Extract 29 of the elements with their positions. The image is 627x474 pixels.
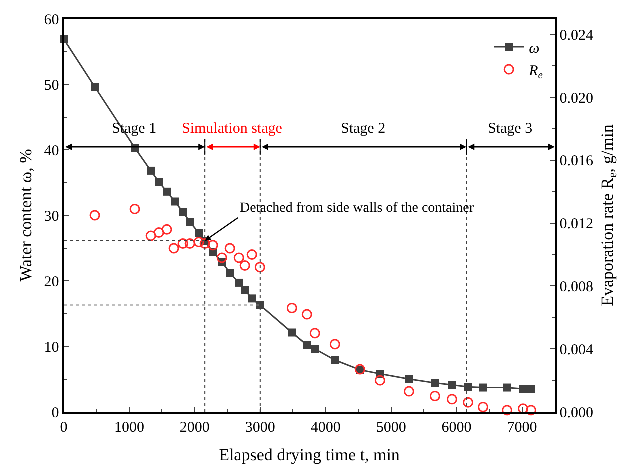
y-axis-title: Water content ω, % — [16, 149, 36, 282]
annotation: Stage 3 — [488, 121, 533, 137]
y2-tick-label: 0.004 — [560, 342, 594, 358]
y-tick-label: 60 — [44, 12, 60, 28]
annotation: Detached from side walls of the container — [240, 201, 474, 216]
annotation: Simulation stage — [182, 121, 283, 137]
y-tick-label: 50 — [44, 78, 60, 94]
annotation: Stage 2 — [341, 121, 386, 137]
x-tick-label: 1000 — [114, 420, 144, 436]
x-tick-label: 6000 — [442, 420, 472, 436]
y2-tick-label: 0.020 — [560, 90, 594, 107]
y-tick-label: 40 — [44, 143, 60, 160]
legend-label: R$_{e}$ — [528, 63, 544, 82]
x-axis-title: Elapsed drying time t, min — [219, 446, 400, 465]
x-tick-label: 5000 — [376, 420, 406, 436]
y2-tick-label: 0.016 — [560, 154, 594, 170]
legend-label: ω — [529, 40, 540, 57]
y-tick-label: 30 — [44, 208, 60, 225]
y2-tick-label: 0.008 — [560, 279, 594, 296]
x-tick-label: 2000 — [180, 420, 210, 436]
x-tick-label: 3000 — [245, 420, 276, 436]
y2-tick-label: 0.012 — [560, 216, 594, 233]
y2-tick-label: 0.024 — [560, 28, 594, 44]
y2-tick-label: 0.000 — [560, 405, 594, 422]
x-tick-label: 7000 — [507, 420, 538, 436]
y-tick-label: 0 — [52, 405, 60, 422]
y-tick-label: 20 — [44, 274, 60, 290]
x-tick-label: 4000 — [310, 420, 341, 436]
y-tick-label: 10 — [44, 340, 60, 356]
